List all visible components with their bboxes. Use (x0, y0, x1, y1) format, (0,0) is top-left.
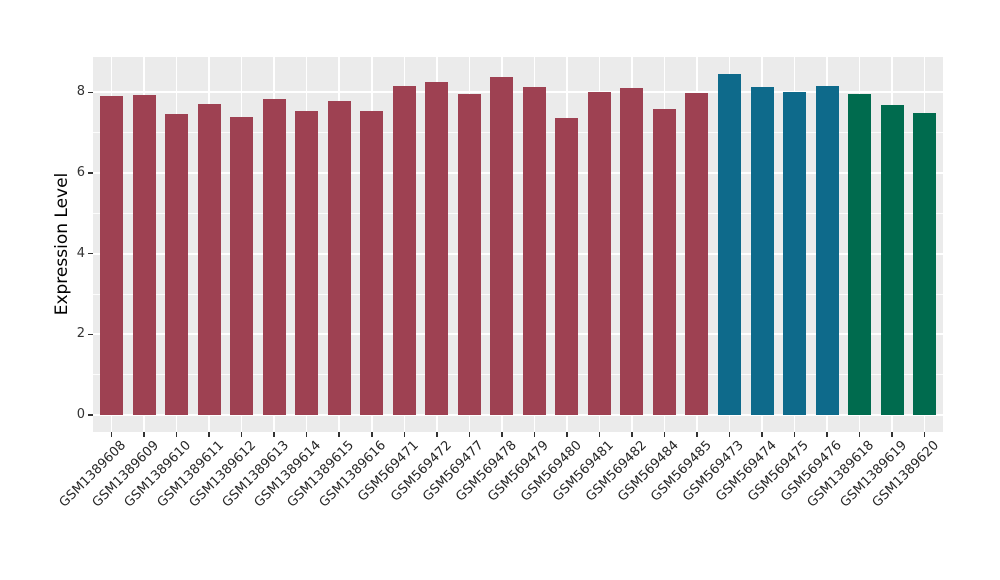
y-tick-mark (88, 252, 93, 255)
bar-GSM1389611 (197, 104, 221, 415)
gridline-major (93, 333, 943, 336)
y-tick-label-0: 0 (76, 407, 85, 422)
x-tick-mark (501, 432, 503, 437)
y-tick-label-6: 6 (76, 165, 85, 181)
x-tick-mark (631, 432, 633, 437)
x-tick-mark (728, 432, 731, 437)
x-tick-mark (208, 432, 210, 437)
x-tick-mark (403, 432, 406, 437)
x-tick-mark (793, 432, 796, 437)
y-tick-mark (88, 172, 93, 174)
x-tick-mark (143, 432, 145, 437)
x-tick-mark (761, 432, 763, 437)
bar-GSM569480 (555, 118, 579, 415)
bar-GSM1389616 (360, 110, 384, 415)
y-tick-label-2: 2 (76, 326, 85, 342)
y-tick-mark (88, 414, 93, 416)
gridline-major (93, 414, 943, 416)
bar-GSM1389615 (327, 100, 351, 415)
bar-GSM569472 (425, 81, 449, 415)
gridline-minor (93, 293, 943, 295)
bar-GSM1389609 (132, 95, 156, 415)
gridline-major (93, 172, 943, 175)
x-tick-mark (891, 432, 893, 437)
x-tick-mark (175, 432, 178, 437)
gridline-major (93, 91, 943, 94)
bar-GSM569473 (717, 73, 741, 415)
bar-GSM569482 (620, 87, 644, 415)
bar-GSM569477 (457, 94, 481, 415)
bar-GSM1389608 (100, 96, 124, 415)
bar-GSM569479 (522, 87, 546, 415)
x-tick-mark (468, 432, 471, 437)
bar-GSM1389612 (230, 116, 254, 415)
x-tick-mark (598, 432, 601, 437)
bar-GSM1389613 (262, 98, 286, 415)
x-tick-mark (305, 432, 308, 437)
y-tick-mark (88, 91, 93, 94)
x-tick-mark (371, 432, 373, 437)
bar-GSM569476 (815, 85, 839, 415)
bar-GSM569478 (490, 77, 514, 415)
gridline-minor (93, 212, 943, 214)
bar-GSM569471 (392, 85, 416, 415)
bar-GSM569475 (783, 91, 807, 415)
bar-GSM569485 (685, 93, 709, 415)
gridline-major (93, 252, 943, 255)
x-tick-mark (566, 432, 568, 437)
gridline-minor (93, 132, 943, 134)
gridline-minor (93, 374, 943, 376)
x-tick-mark (923, 432, 926, 437)
x-tick-mark (826, 432, 828, 437)
x-tick-mark (858, 432, 861, 437)
y-tick-mark (88, 333, 93, 336)
bar-GSM569484 (652, 109, 676, 415)
plot-panel (93, 57, 943, 432)
x-tick-mark (533, 432, 536, 437)
x-tick-mark (663, 432, 666, 437)
x-tick-mark (240, 432, 243, 437)
bar-GSM569481 (587, 91, 611, 415)
x-tick-mark (338, 432, 340, 437)
bar-GSM1389618 (848, 93, 872, 415)
x-tick-mark (696, 432, 698, 437)
x-tick-mark (110, 432, 113, 437)
x-tick-mark (436, 432, 438, 437)
y-axis-title: Expression Level (52, 172, 72, 316)
bar-GSM1389610 (165, 114, 189, 415)
bar-GSM1389619 (880, 104, 904, 415)
bar-GSM569474 (750, 87, 774, 415)
bar-GSM1389620 (913, 113, 937, 415)
y-tick-label-8: 8 (76, 84, 85, 100)
y-tick-label-4: 4 (76, 245, 85, 261)
bar-GSM1389614 (295, 111, 319, 415)
x-tick-mark (273, 432, 275, 437)
